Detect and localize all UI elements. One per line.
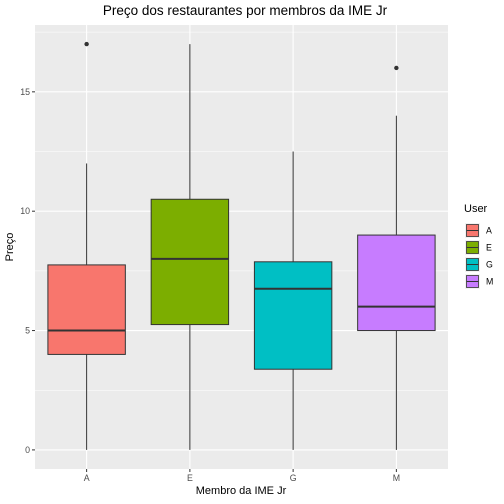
box-M — [357, 65, 436, 450]
legend-label-G: G — [486, 260, 493, 270]
y-tick-label: 0 — [25, 445, 30, 455]
x-tick-label-M: M — [393, 473, 400, 483]
box-body-M — [357, 234, 436, 332]
box-body-A — [47, 264, 126, 355]
legend-title: User — [464, 203, 488, 215]
y-axis-title: Preço — [4, 233, 16, 262]
outlier-point-M — [394, 65, 399, 71]
box-body-E — [150, 198, 230, 326]
box-E — [150, 44, 230, 450]
legend-label-M: M — [486, 277, 493, 287]
y-tick-label: 15 — [20, 87, 30, 97]
box-A — [47, 41, 126, 450]
x-tick-label-A: A — [84, 473, 90, 483]
chart-title: Preço dos restaurantes por membros da IM… — [103, 3, 388, 18]
outlier-point-A — [84, 41, 89, 47]
legend-label-E: E — [486, 243, 492, 253]
y-tick-label: 10 — [20, 206, 30, 216]
box-G — [253, 151, 333, 450]
y-tick-label: 5 — [25, 326, 30, 336]
y-axis-ticks: 0 5 10 15 — [20, 87, 35, 455]
box-body-G — [253, 261, 333, 370]
x-tick-label-E: E — [187, 473, 193, 483]
x-axis-title: Membro da IME Jr — [196, 485, 287, 497]
x-tick-label-G: G — [290, 473, 297, 483]
boxes-layer — [47, 41, 436, 450]
legend-label-A: A — [486, 226, 492, 236]
